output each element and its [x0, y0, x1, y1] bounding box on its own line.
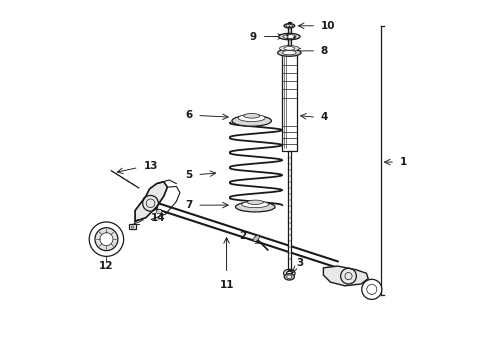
Ellipse shape [253, 235, 259, 242]
Text: 3: 3 [296, 258, 303, 268]
Text: 1: 1 [399, 157, 406, 167]
Ellipse shape [278, 33, 300, 40]
Text: 8: 8 [320, 46, 327, 56]
Ellipse shape [235, 202, 274, 212]
Polygon shape [323, 266, 367, 286]
Ellipse shape [285, 24, 292, 27]
Text: 6: 6 [185, 111, 192, 121]
Text: 5: 5 [185, 170, 192, 180]
Circle shape [89, 222, 123, 256]
Circle shape [361, 279, 381, 300]
FancyBboxPatch shape [287, 151, 290, 270]
Text: 12: 12 [99, 261, 113, 271]
Text: 11: 11 [219, 280, 233, 291]
Ellipse shape [282, 50, 296, 55]
Text: 2: 2 [239, 231, 259, 243]
Text: 10: 10 [320, 21, 334, 31]
Circle shape [95, 228, 118, 251]
Text: 7: 7 [185, 200, 192, 210]
Ellipse shape [243, 113, 259, 118]
FancyBboxPatch shape [287, 22, 290, 47]
Ellipse shape [156, 210, 162, 214]
Ellipse shape [284, 24, 294, 28]
Ellipse shape [283, 35, 295, 39]
Circle shape [100, 233, 113, 246]
Ellipse shape [284, 274, 294, 280]
Text: 14: 14 [150, 213, 165, 222]
Ellipse shape [286, 275, 291, 279]
FancyBboxPatch shape [129, 225, 136, 229]
Text: 4: 4 [320, 112, 327, 122]
Ellipse shape [277, 49, 301, 56]
Text: 9: 9 [249, 32, 257, 41]
Text: 13: 13 [143, 161, 158, 171]
Ellipse shape [238, 114, 264, 122]
FancyBboxPatch shape [281, 47, 296, 151]
Polygon shape [135, 182, 167, 221]
Ellipse shape [231, 116, 271, 126]
Ellipse shape [247, 200, 263, 204]
Ellipse shape [279, 45, 299, 51]
Ellipse shape [241, 201, 268, 208]
Ellipse shape [284, 46, 294, 50]
